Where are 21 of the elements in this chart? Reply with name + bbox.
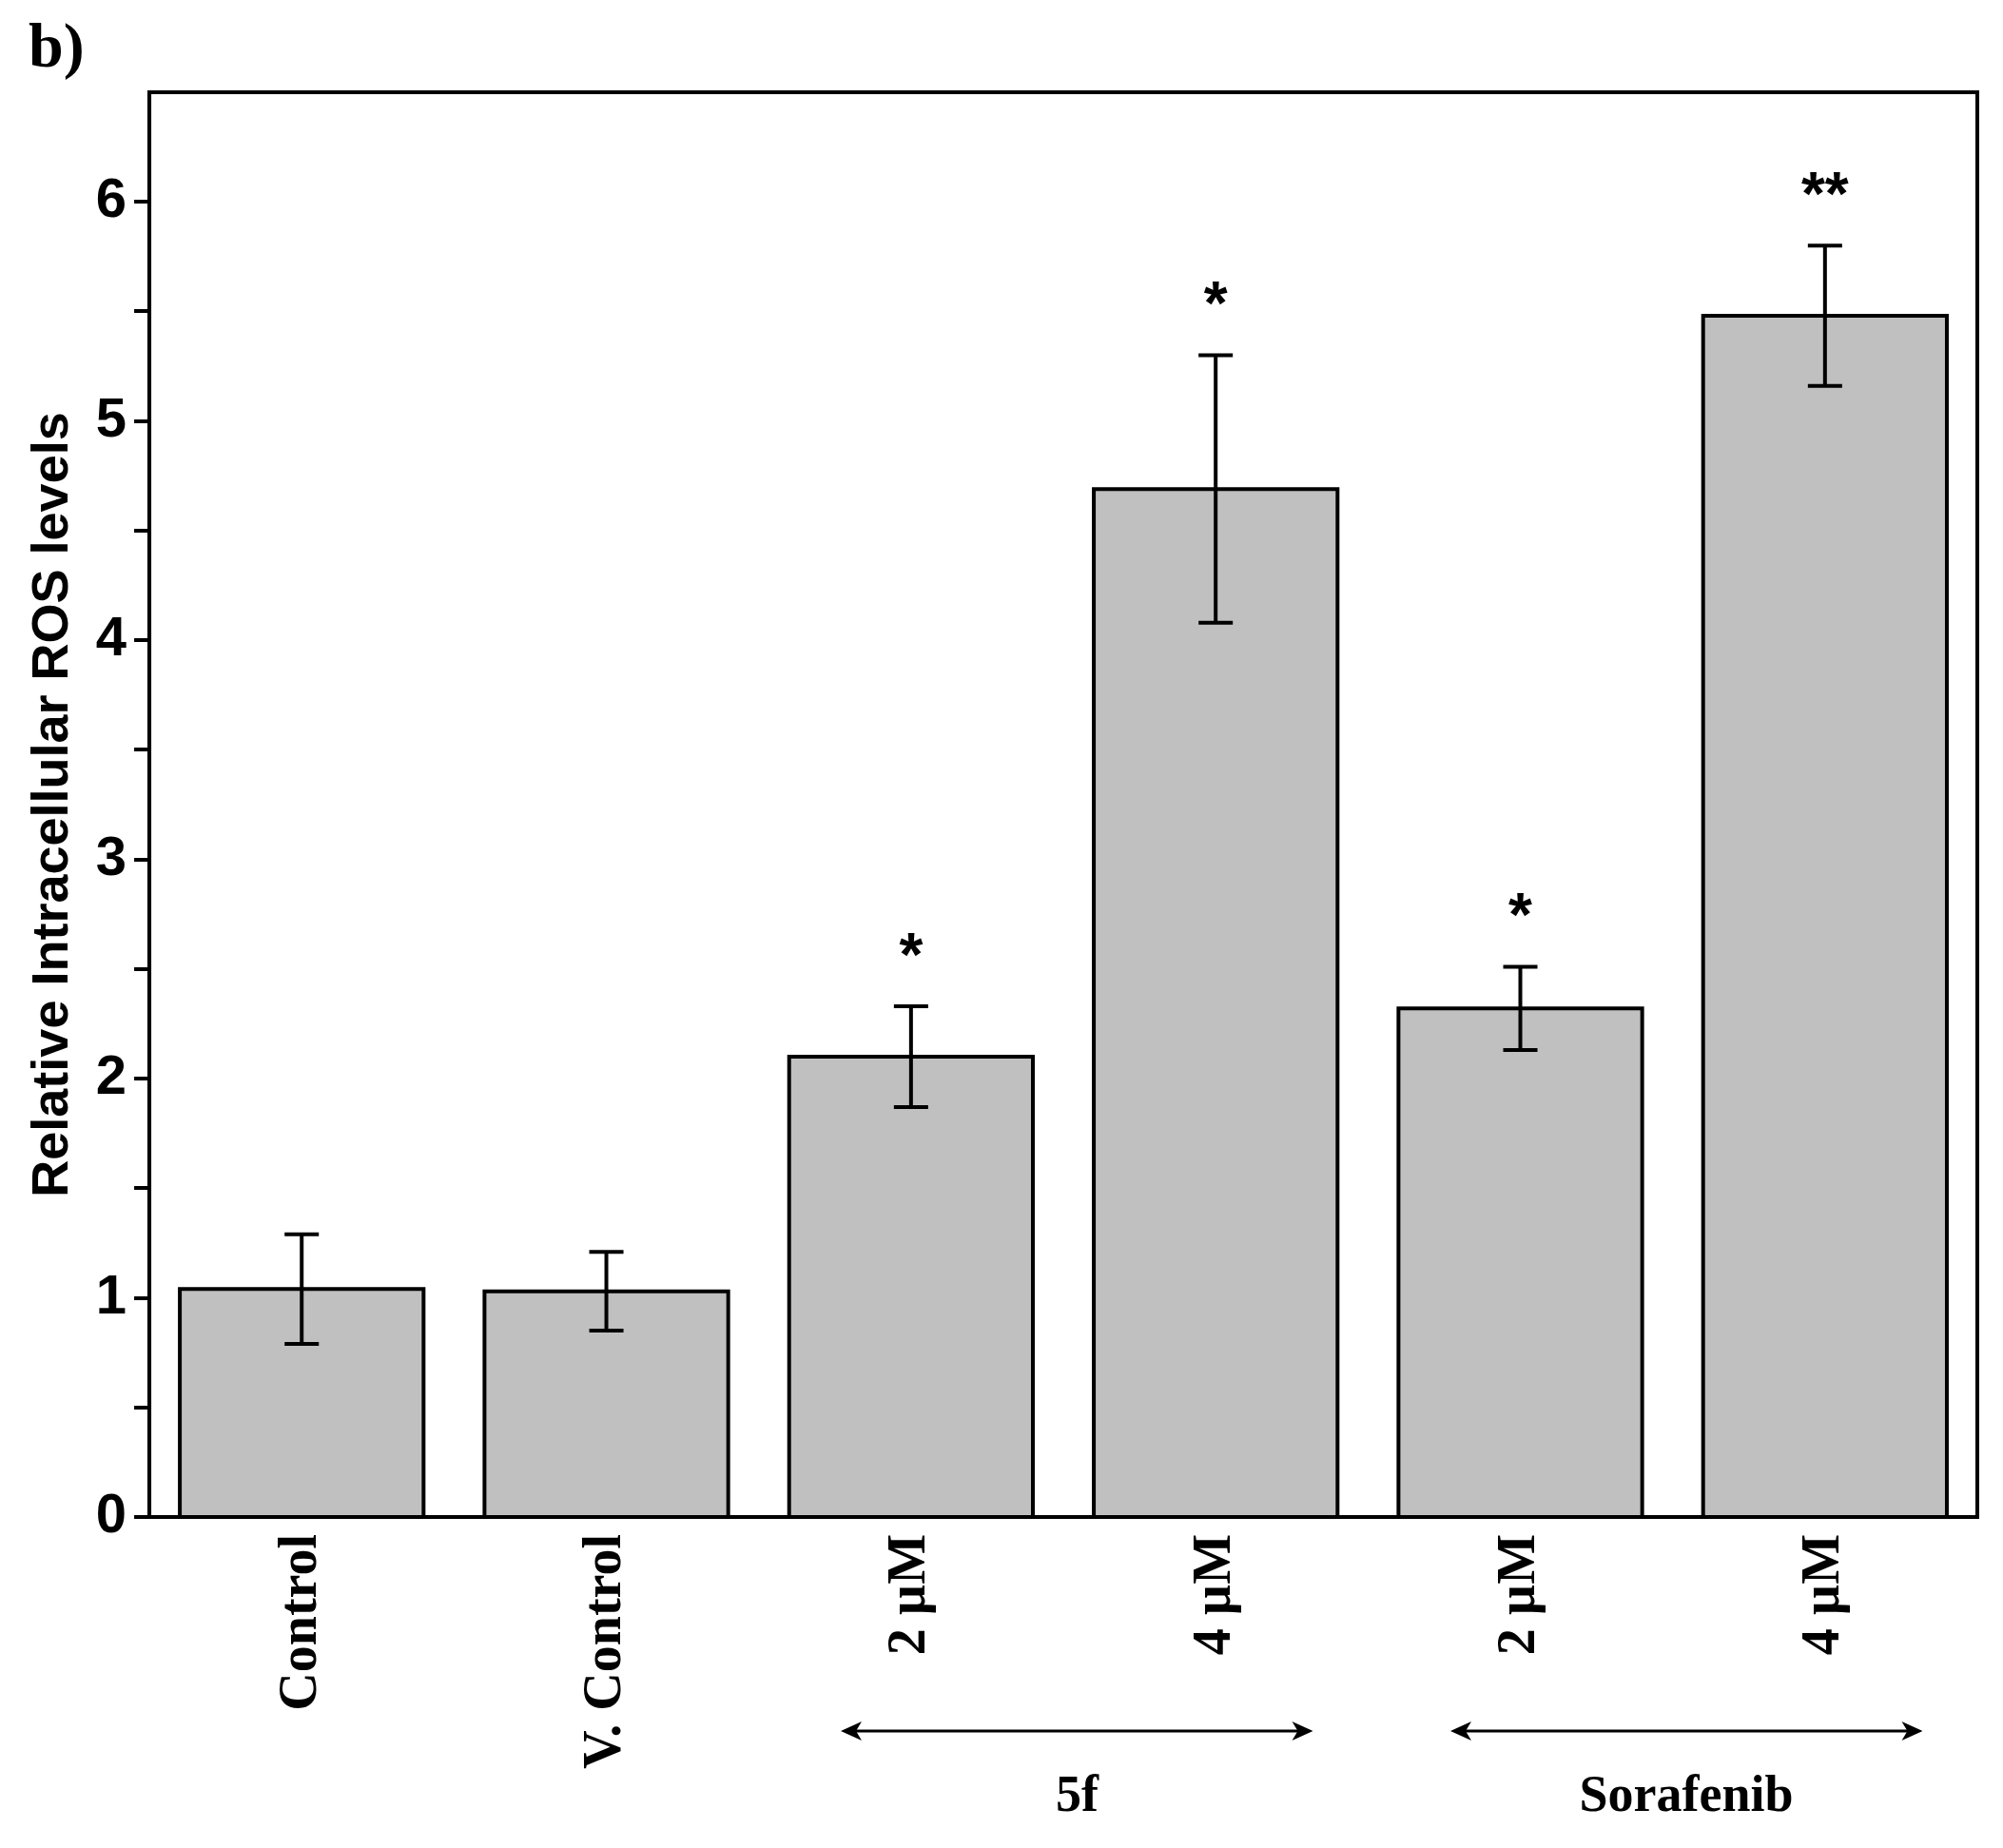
y-tick-label: 2: [95, 1043, 127, 1106]
y-tick-label: 6: [95, 166, 127, 229]
data-label: *: [1508, 881, 1533, 950]
chart-title: b): [29, 10, 85, 82]
text: 5f: [1055, 1764, 1099, 1822]
y-axis-title: Relative Intracellular ROS levels: [21, 412, 79, 1197]
y-tick-label: 4: [95, 605, 127, 668]
x-tick-label: 4 µM: [1181, 1534, 1241, 1656]
y-tick-label: 0: [95, 1482, 127, 1544]
y-tick-label: 5: [95, 385, 127, 448]
x-tick-label: 2 µM: [1486, 1534, 1546, 1656]
y-tick-label: 1: [95, 1262, 127, 1325]
x-tick-label: Control: [267, 1534, 327, 1711]
x-tick-label: 2 µM: [877, 1534, 937, 1656]
data-label: **: [1800, 159, 1849, 228]
text: Sorafenib: [1579, 1764, 1794, 1822]
data-label: *: [899, 920, 924, 989]
x-tick-label: V. Control: [573, 1534, 632, 1769]
x-tick-label: 4 µM: [1791, 1534, 1851, 1656]
y-tick-label: 3: [95, 824, 127, 886]
data-label: *: [1203, 269, 1228, 339]
